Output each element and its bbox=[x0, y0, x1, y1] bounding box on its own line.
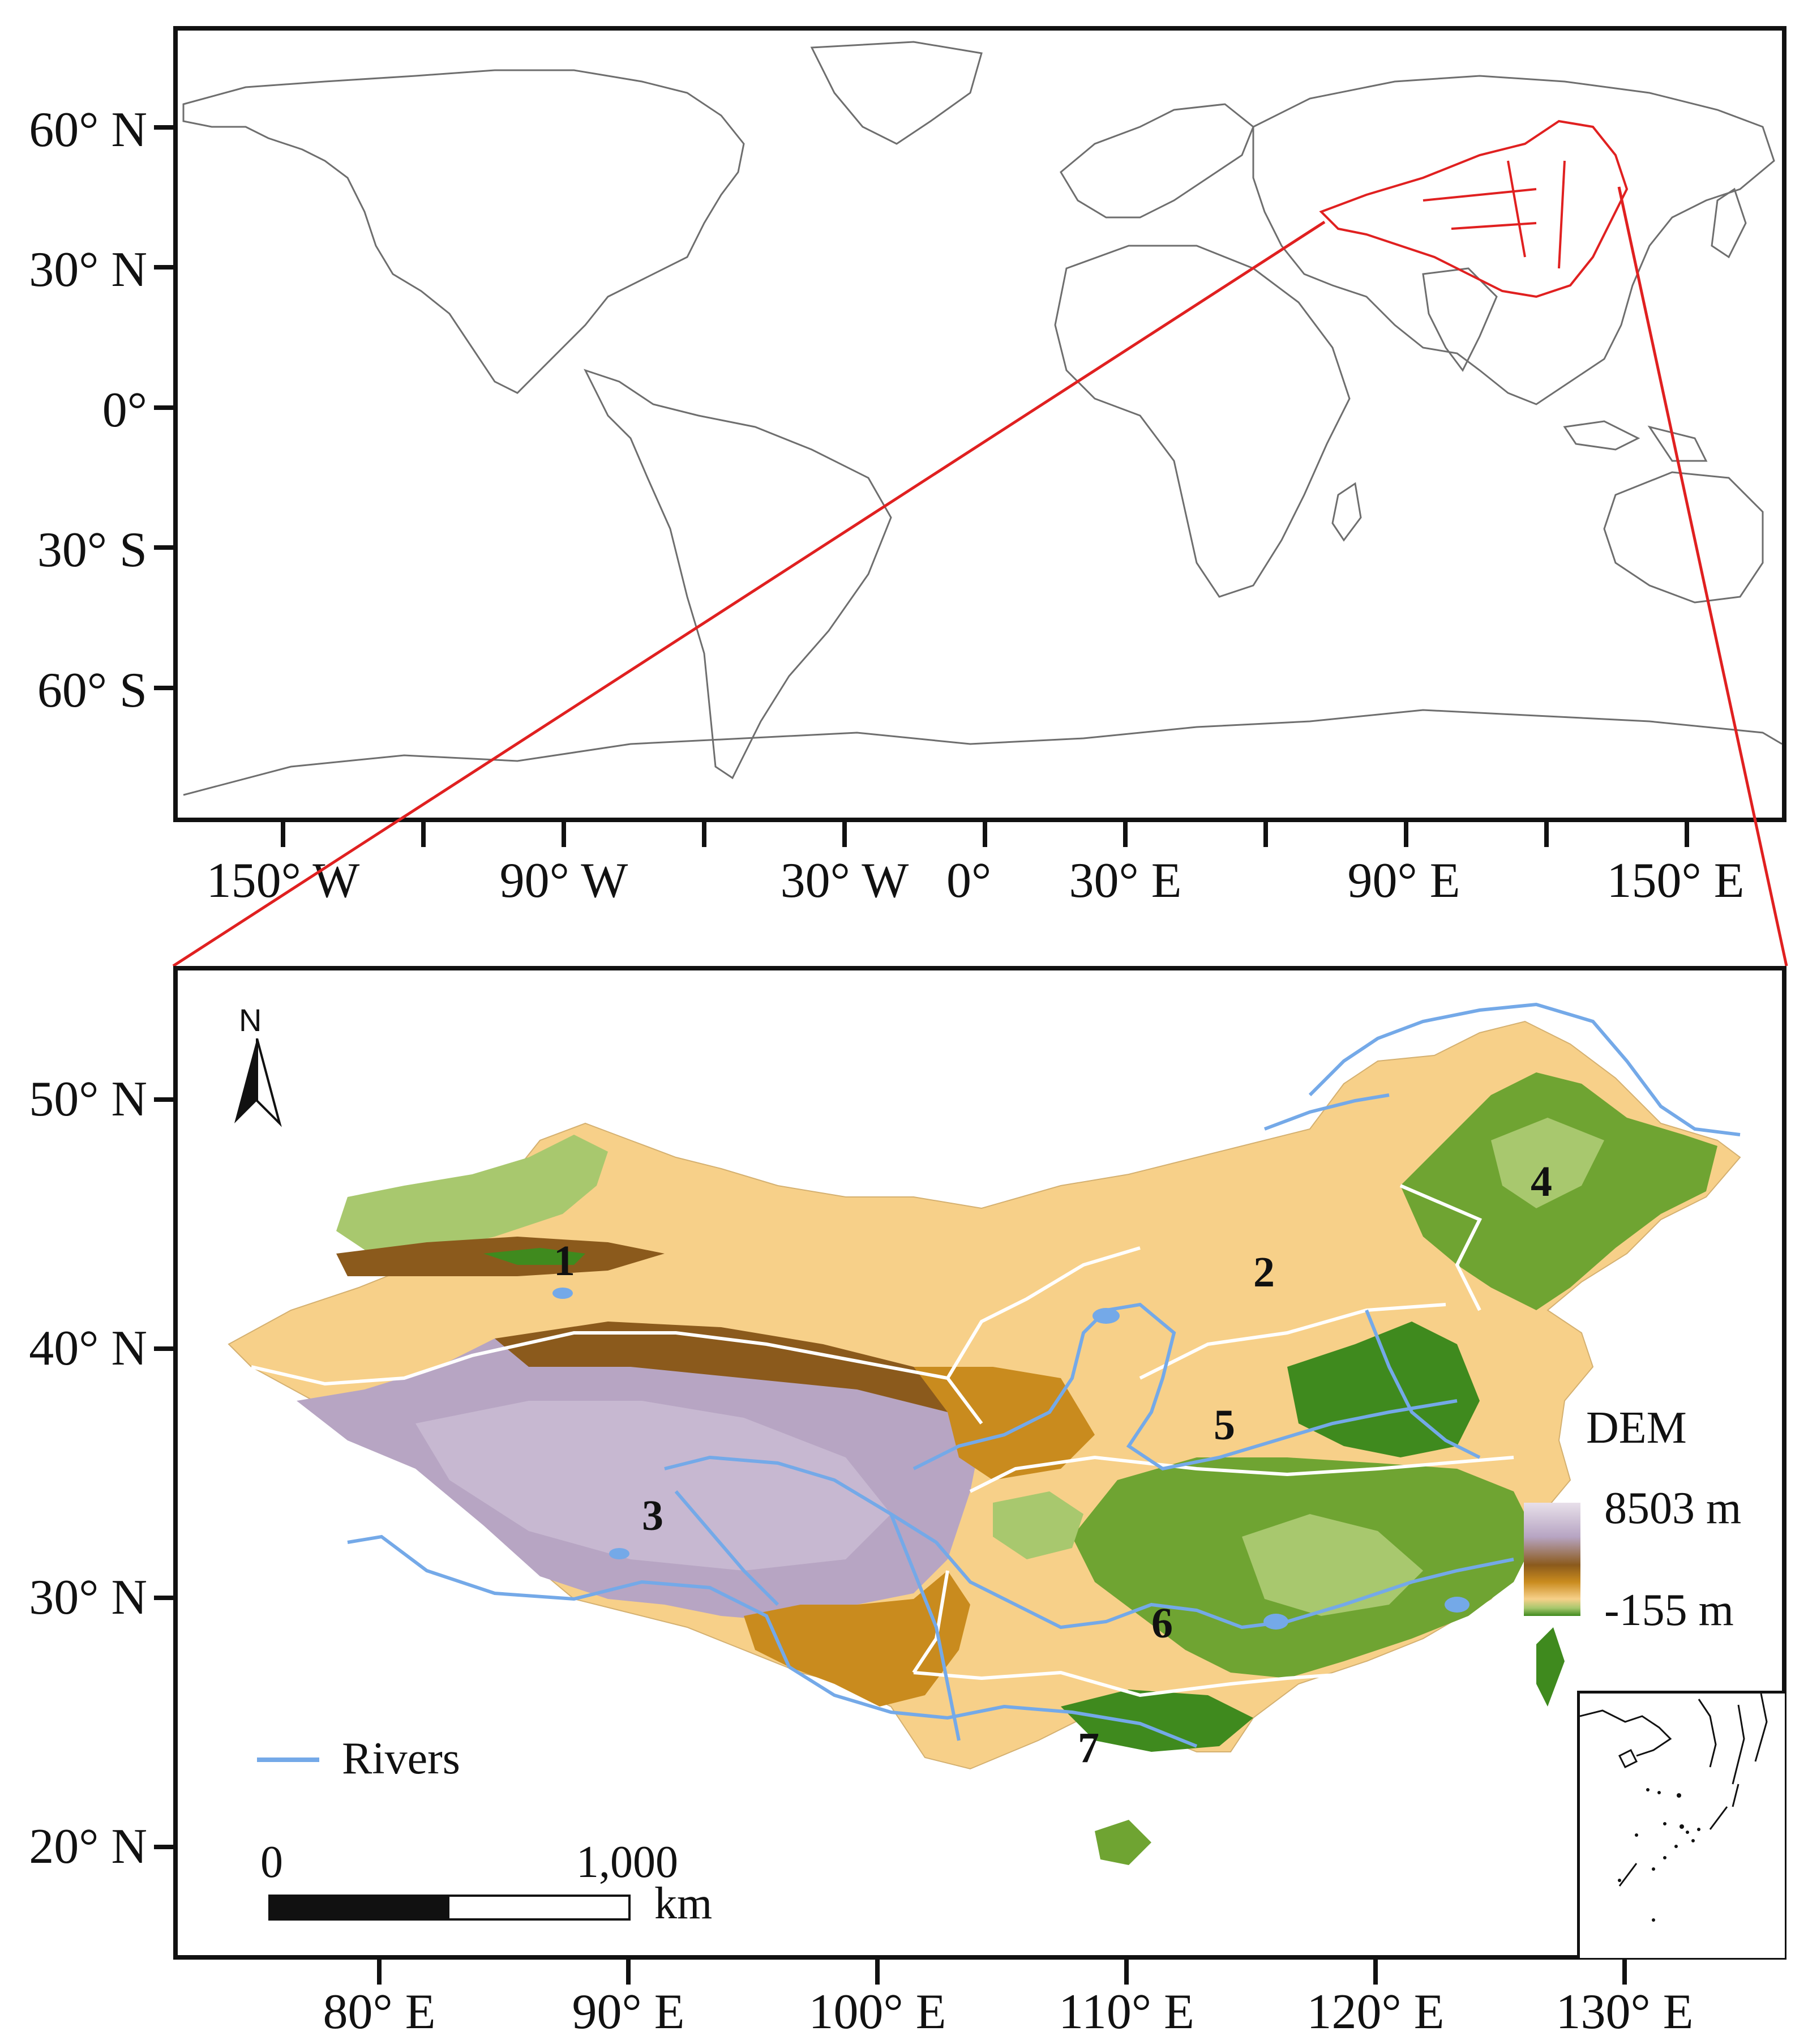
china-highlight bbox=[1319, 119, 1629, 298]
lon-tick bbox=[983, 822, 987, 847]
scale-bar-unit: km bbox=[654, 1879, 713, 1928]
lat-tick bbox=[154, 545, 173, 550]
lon-tick bbox=[562, 822, 566, 847]
lat-tick bbox=[154, 265, 173, 270]
china-lon-label-120e: 120° E bbox=[1306, 1985, 1445, 2039]
lat-tick bbox=[154, 1845, 173, 1849]
china-lat-label-40n: 40° N bbox=[29, 1321, 147, 1376]
china-lon-label-110e: 110° E bbox=[1059, 1985, 1194, 2039]
china-lon-label-80e: 80° E bbox=[323, 1985, 436, 2039]
scale-bar-start-label: 0 bbox=[260, 1837, 283, 1887]
lon-tick bbox=[842, 822, 847, 847]
world-lon-label-0: 0° bbox=[946, 853, 992, 908]
lon-tick bbox=[1123, 822, 1128, 847]
china-lon-label-90e: 90° E bbox=[572, 1985, 685, 2039]
world-lat-label-60s: 60° S bbox=[37, 663, 147, 718]
dem-legend-title: DEM bbox=[1586, 1403, 1687, 1453]
dem-min-label: -155 m bbox=[1604, 1585, 1734, 1635]
china-lon-label-130e: 130° E bbox=[1556, 1985, 1694, 2039]
world-lon-label-150w: 150° W bbox=[206, 853, 360, 908]
china-lat-label-20n: 20° N bbox=[29, 1819, 147, 1874]
world-lat-label-30n: 30° N bbox=[29, 242, 147, 297]
world-lat-label-30s: 30° S bbox=[37, 523, 147, 578]
lon-tick bbox=[1263, 822, 1268, 847]
lat-tick bbox=[154, 125, 173, 130]
lon-tick bbox=[702, 822, 706, 847]
world-coastlines bbox=[182, 41, 1782, 796]
lon-tick bbox=[1685, 822, 1689, 847]
scale-bar-end-label: 1,000 bbox=[576, 1837, 678, 1887]
china-lon-label-100e: 100° E bbox=[808, 1985, 946, 2039]
lon-tick bbox=[1373, 1960, 1378, 1985]
world-lon-label-90w: 90° W bbox=[499, 853, 628, 908]
north-arrow-label: N bbox=[239, 1002, 262, 1038]
region-label-6: 6 bbox=[1151, 1600, 1173, 1647]
china-lat-label-30n: 30° N bbox=[29, 1570, 147, 1625]
lon-tick bbox=[875, 1960, 880, 1985]
rivers-legend-swatch bbox=[257, 1758, 319, 1762]
scale-bar bbox=[268, 1895, 631, 1921]
lat-tick bbox=[154, 405, 173, 410]
lon-tick bbox=[377, 1960, 382, 1985]
lat-tick bbox=[154, 1097, 173, 1102]
lon-tick bbox=[1124, 1960, 1129, 1985]
region-label-4: 4 bbox=[1531, 1158, 1552, 1205]
lat-tick bbox=[154, 686, 173, 690]
world-lat-label-0: 0° bbox=[102, 383, 147, 438]
world-lat-label-60n: 60° N bbox=[29, 102, 147, 157]
dem-max-label: 8503 m bbox=[1604, 1483, 1742, 1533]
lat-tick bbox=[154, 1346, 173, 1351]
lon-tick bbox=[626, 1960, 631, 1985]
world-lon-label-150e: 150° E bbox=[1606, 853, 1745, 908]
dem-color-ramp bbox=[1524, 1503, 1580, 1616]
north-arrow-icon bbox=[234, 1038, 282, 1127]
region-label-5: 5 bbox=[1214, 1401, 1235, 1449]
lakes bbox=[552, 1288, 1469, 1630]
region-label-3: 3 bbox=[642, 1492, 663, 1540]
world-lon-label-30e: 30° E bbox=[1069, 853, 1182, 908]
lon-tick bbox=[1544, 822, 1549, 847]
world-map-panel bbox=[173, 26, 1786, 822]
region-label-1: 1 bbox=[554, 1237, 575, 1285]
south-china-sea-inset bbox=[1577, 1691, 1785, 1958]
lon-tick bbox=[1404, 822, 1408, 847]
china-lat-label-50n: 50° N bbox=[29, 1072, 147, 1127]
lon-tick bbox=[1622, 1960, 1627, 1985]
china-dem-map bbox=[228, 1002, 1741, 1865]
world-lon-label-30w: 30° W bbox=[780, 853, 909, 908]
lat-tick bbox=[154, 1596, 173, 1600]
inset-map bbox=[1580, 1694, 1768, 1922]
lon-tick bbox=[281, 822, 285, 847]
world-lon-label-90e: 90° E bbox=[1347, 853, 1460, 908]
region-label-7: 7 bbox=[1078, 1724, 1099, 1772]
lon-tick bbox=[421, 822, 426, 847]
china-map-panel: N 1 2 3 4 5 6 7 DEM 8503 m -155 m Rivers… bbox=[173, 966, 1786, 1960]
region-boundaries bbox=[251, 1184, 1514, 1697]
region-label-2: 2 bbox=[1253, 1248, 1275, 1296]
rivers-legend-label: Rivers bbox=[342, 1734, 460, 1784]
rivers bbox=[347, 1002, 1741, 1748]
